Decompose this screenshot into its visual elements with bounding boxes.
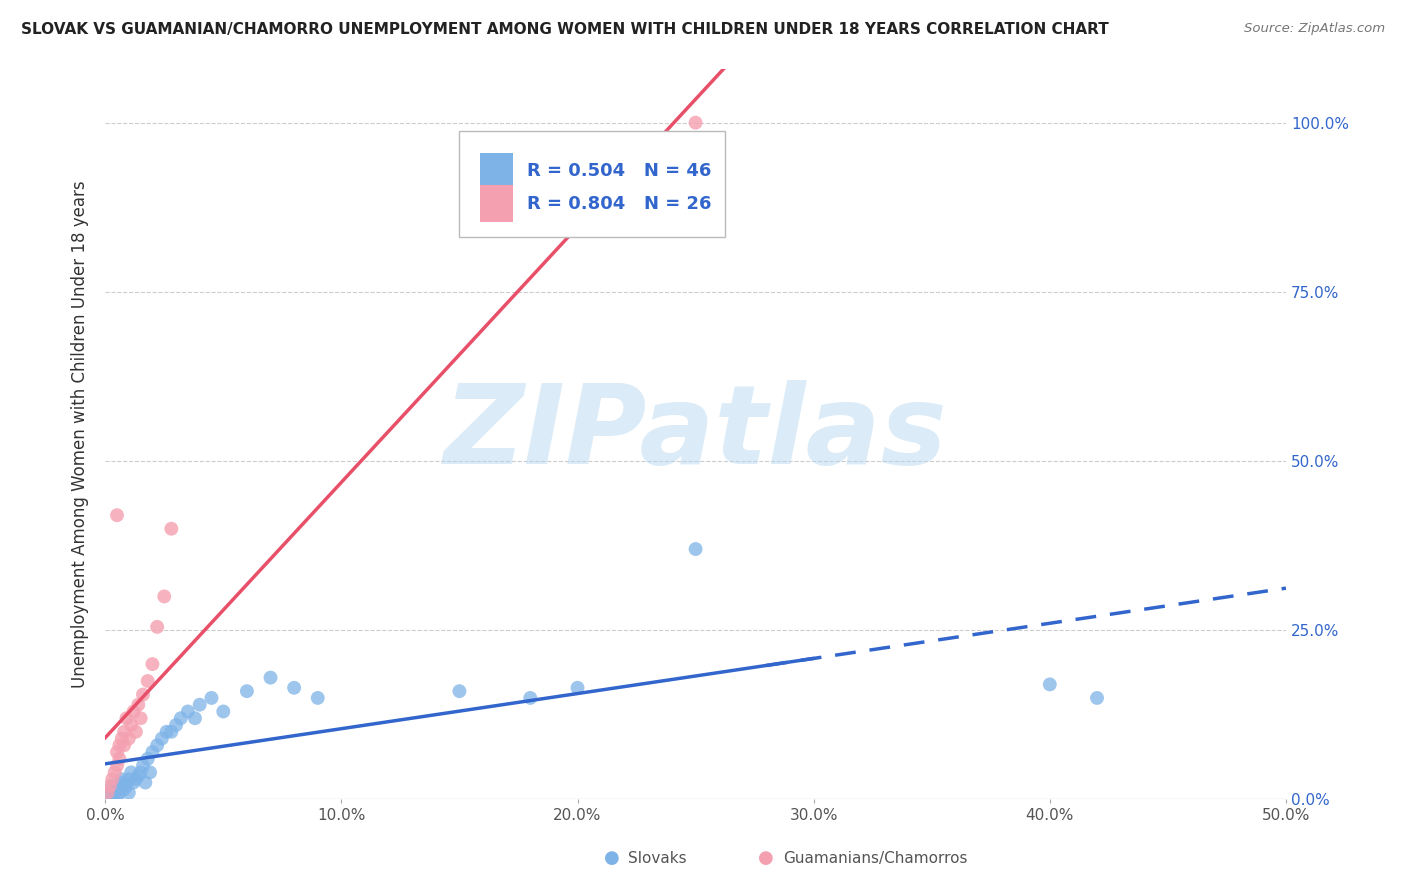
Point [160,522,183,536]
Point [160,724,183,739]
Point [132,758,155,772]
Point [115,779,138,793]
Point [105,792,128,806]
Text: ●: ● [758,849,775,867]
Point [111,772,134,786]
Point [111,731,134,746]
Point [108,779,131,793]
Point [104,786,127,800]
Point [685,116,707,130]
Text: R = 0.804   N = 26: R = 0.804 N = 26 [527,194,711,213]
Point [118,786,141,800]
Point [101,792,124,806]
Point [97,789,120,803]
Point [125,772,148,786]
Point [127,769,149,783]
Point [212,705,235,719]
Text: Source: ZipAtlas.com: Source: ZipAtlas.com [1244,22,1385,36]
Point [108,739,131,753]
Point [118,772,141,786]
Point [132,688,155,702]
Point [519,690,541,705]
Point [1039,677,1062,691]
Point [141,745,163,759]
Point [188,698,211,712]
Point [105,782,128,797]
Point [98,786,121,800]
Point [104,765,127,780]
Point [105,508,128,523]
Point [139,765,162,780]
Point [184,711,207,725]
Point [129,765,152,780]
Text: Slovaks: Slovaks [628,851,688,865]
Point [97,786,120,800]
Y-axis label: Unemployment Among Women with Children Under 18 years: Unemployment Among Women with Children U… [72,180,89,688]
Point [120,765,142,780]
Point [127,698,149,712]
Text: ●: ● [603,849,620,867]
Point [153,590,176,604]
Point [1085,690,1108,705]
Point [136,752,159,766]
Point [108,786,131,800]
Point [177,705,200,719]
Point [685,542,707,557]
Point [146,739,169,753]
Point [112,724,135,739]
Point [307,690,329,705]
FancyBboxPatch shape [479,153,513,189]
Point [156,724,179,739]
Point [125,724,148,739]
Point [101,772,124,786]
Point [105,758,128,772]
Point [283,681,305,695]
Point [141,657,163,672]
FancyBboxPatch shape [479,186,513,222]
Text: ZIPatlas: ZIPatlas [444,381,948,488]
Point [120,718,142,732]
FancyBboxPatch shape [460,130,725,236]
Point [136,673,159,688]
Text: R = 0.504   N = 46: R = 0.504 N = 46 [527,161,711,180]
Point [449,684,471,698]
Point [259,671,281,685]
Point [115,711,138,725]
Point [236,684,259,698]
Text: SLOVAK VS GUAMANIAN/CHAMORRO UNEMPLOYMENT AMONG WOMEN WITH CHILDREN UNDER 18 YEA: SLOVAK VS GUAMANIAN/CHAMORRO UNEMPLOYMEN… [21,22,1109,37]
Point [150,731,173,746]
Point [134,775,156,789]
Point [101,779,124,793]
Point [111,775,134,789]
Point [165,718,187,732]
Point [200,690,222,705]
Text: Guamanians/Chamorros: Guamanians/Chamorros [783,851,967,865]
Point [146,620,169,634]
Point [108,752,131,766]
Point [105,745,128,759]
Point [170,711,193,725]
Point [122,705,145,719]
Point [118,731,141,746]
Point [112,782,135,797]
Point [112,739,135,753]
Point [129,711,152,725]
Point [122,775,145,789]
Point [98,779,121,793]
Point [567,681,589,695]
